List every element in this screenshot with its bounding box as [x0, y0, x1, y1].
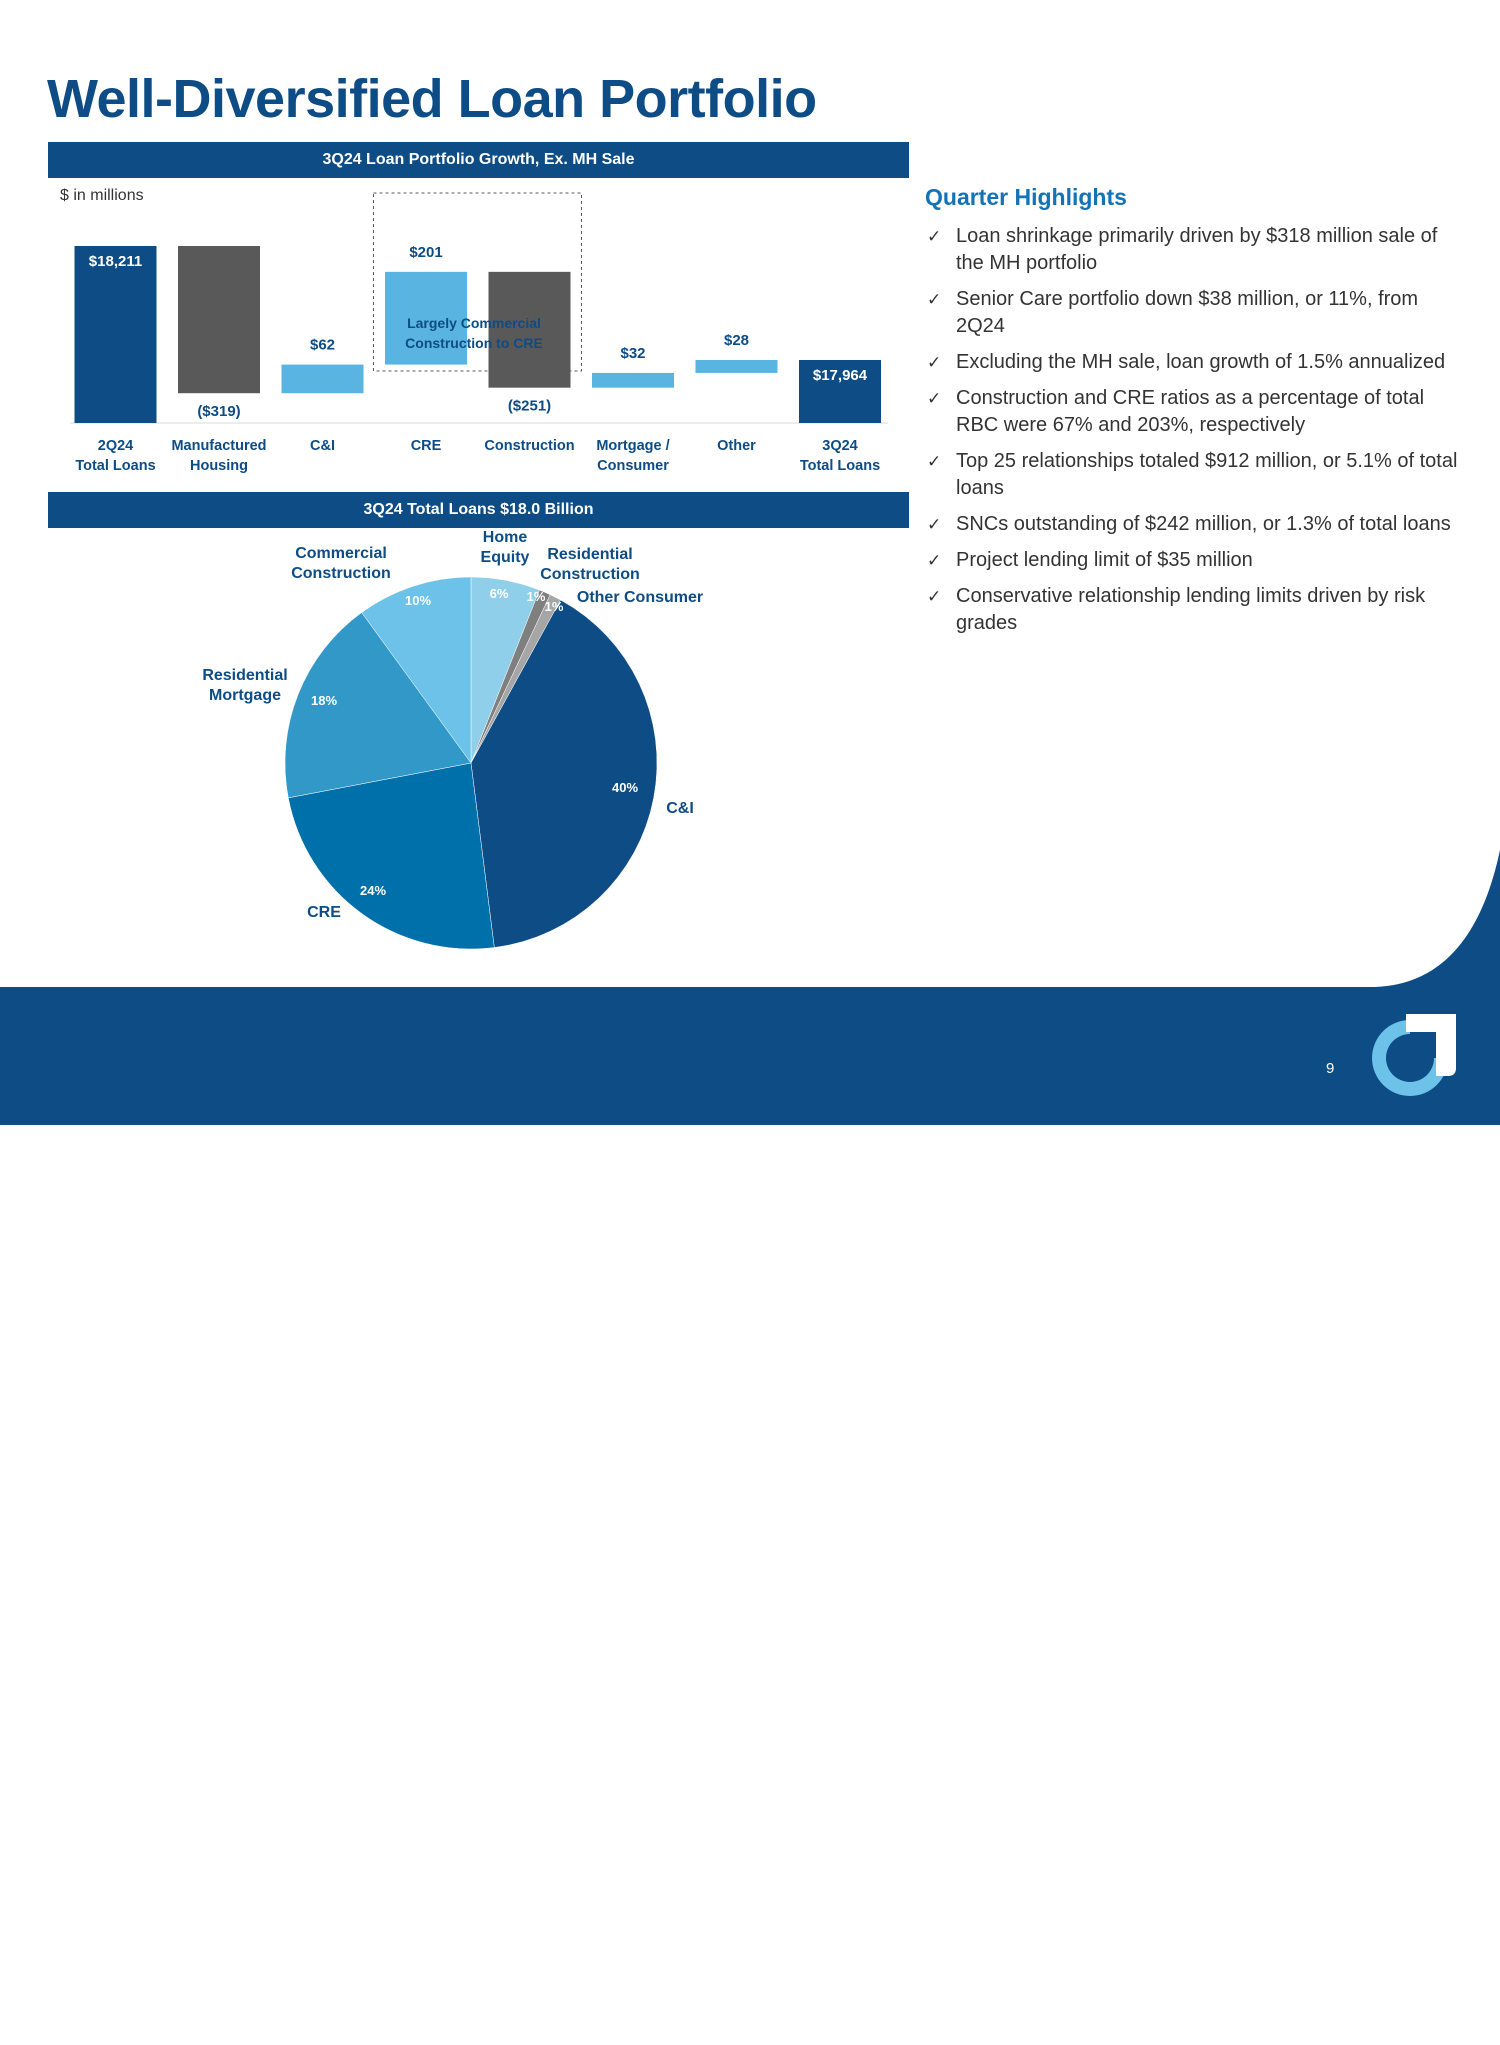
callout-text: Construction to CRE	[405, 335, 543, 351]
highlight-item: ✓ Loan shrinkage primarily driven by $318…	[925, 223, 1470, 277]
units-label: $ in millions	[60, 187, 144, 204]
highlight-text: Excluding the MH sale, loan growth of 1.…	[956, 351, 1446, 373]
checkmark-icon: ✓	[927, 515, 942, 534]
page-title: Well-Diversified Loan Portfolio	[47, 69, 817, 129]
bar-c-i	[281, 364, 364, 394]
callout-box	[373, 192, 582, 372]
highlights-list: ✓ Loan shrinkage primarily driven by $318…	[925, 223, 1470, 637]
slice-name-label: CRE	[307, 904, 341, 921]
value-label: $201	[409, 244, 442, 261]
value-label: $62	[310, 337, 335, 354]
category-label: C&I	[310, 438, 335, 454]
slice-name-label: Equity	[481, 549, 530, 566]
callout-text: Largely Commercial	[407, 315, 541, 331]
category-label: Total Loans	[75, 458, 155, 474]
percent-label: 18%	[311, 693, 337, 708]
highlight-item: ✓ Construction and CRE ratios as a percen…	[925, 385, 1470, 439]
value-label: ($319)	[197, 403, 240, 420]
highlight-text: SNCs outstanding of $242 million, or 1.3…	[956, 513, 1451, 535]
bar-mortgage-consumer	[592, 372, 674, 388]
highlight-text: Conservative relationship lending limits…	[956, 585, 1426, 634]
slice-name-label: Residential	[547, 546, 632, 563]
slice-cre	[288, 762, 495, 950]
quarter-highlights: Quarter Highlights ✓ Loan shrinkage prima…	[925, 184, 1470, 646]
highlight-item: ✓ SNCs outstanding of $242 million, or 1.…	[925, 511, 1470, 538]
bar-construction	[488, 271, 571, 388]
highlight-text: Senior Care portfolio down $38 million, …	[956, 288, 1419, 337]
highlight-text: Loan shrinkage primarily driven by $318 …	[956, 225, 1438, 274]
category-label: Mortgage /	[596, 438, 669, 454]
waterfall-chart: $18,211 2Q24 Total Loans ($319) Manufactured…	[70, 192, 888, 474]
percent-label: 6%	[490, 586, 509, 601]
footer-band: Note: C&I includes Commercial & Industri…	[0, 987, 1500, 2044]
footnote: Note: C&I includes Commercial & Industri…	[51, 2027, 715, 2044]
highlight-text: Construction and CRE ratios as a percent…	[956, 387, 1425, 436]
bar-2q24-total-loans	[74, 246, 157, 423]
pie-chart-header: 3Q24 Total Loans $18.0 Billion	[48, 492, 909, 528]
slice-name-label: Construction	[540, 566, 640, 583]
waterfall-chart-header: 3Q24 Loan Portfolio Growth, Ex. MH Sale	[48, 142, 909, 178]
highlight-item: ✓ Top 25 relationships totaled $912 milli…	[925, 448, 1470, 502]
bank-logo-icon	[1372, 1014, 1456, 1096]
category-label: 3Q24	[822, 438, 857, 454]
percent-label: 10%	[405, 593, 431, 608]
category-label: Consumer	[597, 458, 669, 474]
category-label: Manufactured	[171, 438, 266, 454]
bar-manufactured-housing	[178, 246, 260, 394]
category-label: Other	[717, 438, 756, 454]
value-label: $18,211	[89, 253, 142, 270]
value-label: ($251)	[508, 398, 551, 415]
highlight-text: Top 25 relationships totaled $912 millio…	[956, 450, 1458, 499]
category-label: Total Loans	[800, 458, 880, 474]
percent-label: 1%	[545, 599, 564, 614]
checkmark-icon: ✓	[927, 587, 942, 606]
footer-swoosh	[1375, 850, 1500, 990]
checkmark-icon: ✓	[927, 389, 942, 408]
checkmark-icon: ✓	[927, 290, 942, 309]
slice-name-label: Commercial	[295, 545, 387, 562]
checkmark-icon: ✓	[927, 452, 942, 471]
slice-commercial-construction	[361, 576, 472, 764]
slice-name-label: Construction	[291, 565, 391, 582]
category-label: Housing	[190, 458, 248, 474]
checkmark-icon: ✓	[927, 227, 942, 246]
bar-cre	[385, 271, 467, 365]
highlight-item: ✓ Excluding the MH sale, loan growth of 1…	[925, 349, 1470, 376]
highlight-item: ✓ Project lending limit of $35 million	[925, 547, 1470, 574]
slice-name-label: Mortgage	[209, 687, 281, 704]
slice-name-label: Residential	[202, 667, 287, 684]
slice-name-label: C&I	[666, 800, 694, 817]
category-label: CRE	[411, 438, 442, 454]
percent-label: 1%	[527, 589, 546, 604]
highlight-item: ✓ Conservative relationship lending limit…	[925, 583, 1470, 637]
slice-c-i	[470, 599, 658, 948]
slice-name-label: Other Consumer	[577, 589, 703, 606]
checkmark-icon: ✓	[927, 353, 942, 372]
value-label: $17,964	[813, 367, 868, 384]
highlight-item: ✓ Senior Care portfolio down $38 million,…	[925, 286, 1470, 340]
slice-name-label: Home	[483, 530, 528, 546]
loan-mix-pie-chart: 6% Home Equity 1% Residential Construction 1% O…	[202, 530, 703, 950]
highlight-text: Project lending limit of $35 million	[956, 549, 1253, 571]
bar-3q24-total-loans	[799, 359, 881, 423]
percent-label: 40%	[612, 780, 638, 795]
highlights-title: Quarter Highlights	[925, 184, 1127, 210]
checkmark-icon: ✓	[927, 551, 942, 570]
page-number: 9	[1326, 1060, 1335, 1077]
value-label: $32	[620, 345, 645, 362]
slice-residential-mortgage	[284, 612, 472, 799]
category-label: Construction	[484, 438, 574, 454]
percent-label: 24%	[360, 883, 386, 898]
value-label: $28	[724, 332, 749, 349]
bar-other	[695, 359, 778, 373]
category-label: 2Q24	[98, 438, 133, 454]
